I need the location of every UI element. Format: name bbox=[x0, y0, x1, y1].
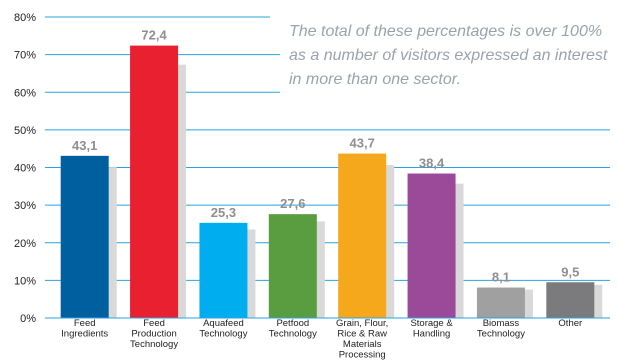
x-tick-label: Feed Production Technology bbox=[130, 318, 178, 350]
y-tick-label: 70% bbox=[14, 50, 36, 62]
y-tick-label: 80% bbox=[14, 12, 36, 24]
chart-annotation: The total of these percentages is over 1… bbox=[289, 23, 608, 88]
data-label: 9,5 bbox=[561, 264, 579, 279]
bars: 43,1 72,4 25,3 27,6 43,7 38,4 8,1 9,5 bbox=[60, 28, 603, 318]
bar bbox=[338, 153, 387, 318]
bar bbox=[546, 282, 595, 318]
bar bbox=[407, 173, 456, 318]
bar bbox=[199, 222, 248, 318]
data-label: 72,4 bbox=[141, 28, 167, 43]
x-tick-label: Petfood Technology bbox=[269, 318, 317, 340]
x-axis: Feed Ingredients Feed Production Technology A… bbox=[45, 317, 610, 361]
data-label: 43,1 bbox=[72, 138, 97, 153]
y-tick-label: 20% bbox=[14, 238, 36, 250]
data-label: 38,4 bbox=[419, 156, 445, 171]
y-tick-label: 30% bbox=[14, 200, 36, 212]
data-label: 25,3 bbox=[211, 205, 236, 220]
bar bbox=[268, 214, 317, 318]
y-tick-label: 50% bbox=[14, 125, 36, 137]
data-label: 8,1 bbox=[492, 270, 510, 285]
bar bbox=[130, 45, 179, 318]
data-label: 43,7 bbox=[350, 136, 375, 151]
y-axis: 0% 10% 20% 30% 40% 50% 60% 70% 80% bbox=[14, 12, 36, 325]
x-tick-label: Biomass Technology bbox=[477, 318, 525, 340]
x-tick-label: Feed Ingredients bbox=[61, 318, 108, 340]
y-tick-label: 0% bbox=[20, 313, 36, 325]
y-tick-label: 60% bbox=[14, 87, 36, 99]
x-tick-label: Storage & Handling bbox=[410, 318, 453, 340]
x-tick-label: Aquafeed Technology bbox=[199, 318, 247, 340]
x-tick-label: Other bbox=[558, 318, 582, 329]
y-tick-label: 40% bbox=[14, 163, 36, 175]
bar bbox=[476, 287, 525, 318]
data-label: 27,6 bbox=[280, 196, 305, 211]
bar bbox=[60, 155, 109, 318]
x-tick-label: Grain, Flour, Rice & Raw Materials Processi… bbox=[336, 318, 388, 361]
y-tick-label: 10% bbox=[14, 275, 36, 287]
